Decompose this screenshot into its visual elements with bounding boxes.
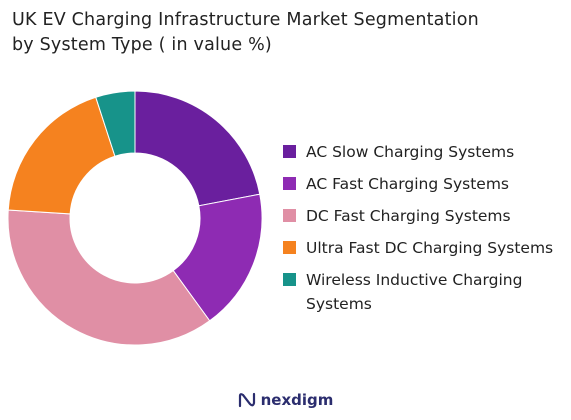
donut-slice-2 xyxy=(172,193,263,322)
legend-label: AC Slow Charging Systems xyxy=(306,143,515,161)
chart-title: UK EV Charging Infrastructure Market Seg… xyxy=(12,8,560,58)
legend-item: AC Fast Charging Systems xyxy=(283,172,568,196)
donut-slice-4 xyxy=(7,96,116,215)
nexdigm-logo-icon xyxy=(238,392,255,408)
legend-swatch xyxy=(283,209,296,222)
legend-label: Wireless Inductive Charging Systems xyxy=(306,271,523,313)
legend-swatch xyxy=(283,177,296,190)
donut-slice-1 xyxy=(134,90,261,207)
legend-item: DC Fast Charging Systems xyxy=(283,204,568,228)
legend-label: Ultra Fast DC Charging Systems xyxy=(306,239,554,257)
chart-title-line2: by System Type ( in value %) xyxy=(12,35,272,55)
brand-logo: nexdigm xyxy=(0,391,571,409)
donut-slice-5 xyxy=(95,90,136,157)
legend-swatch xyxy=(283,145,296,158)
legend-swatch xyxy=(283,273,296,286)
chart-legend: AC Slow Charging Systems AC Fast Charging… xyxy=(283,140,568,324)
legend-label: AC Fast Charging Systems xyxy=(306,175,510,193)
legend-item: AC Slow Charging Systems xyxy=(283,140,568,164)
donut-chart xyxy=(7,90,263,346)
legend-swatch xyxy=(283,241,296,254)
donut-slice-3 xyxy=(7,209,211,346)
legend-item: Ultra Fast DC Charging Systems xyxy=(283,236,568,260)
legend-item: Wireless Inductive Charging Systems xyxy=(283,268,568,316)
chart-title-line1: UK EV Charging Infrastructure Market Seg… xyxy=(12,10,479,30)
brand-name: nexdigm xyxy=(260,391,334,409)
legend-label: DC Fast Charging Systems xyxy=(306,207,511,225)
